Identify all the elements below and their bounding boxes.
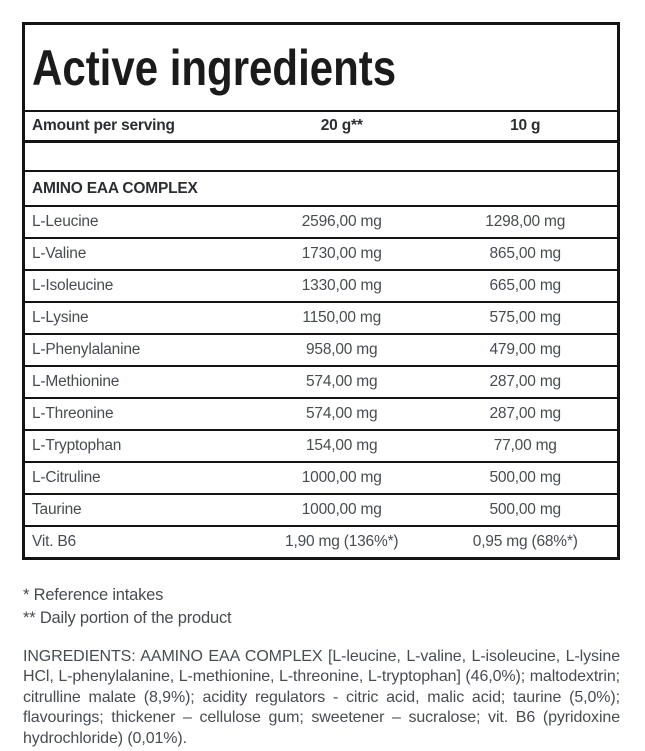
table-row: Taurine 1000,00 mg 500,00 mg xyxy=(25,495,617,527)
amount-10g: 0,95 mg (68%*) xyxy=(472,533,578,550)
ingredient-name: L-Threonine xyxy=(32,405,114,422)
ingredient-name: L-Tryptophan xyxy=(32,437,122,454)
ingredient-name: Taurine xyxy=(32,501,82,518)
table-row: L-Phenylalanine 958,00 mg 479,00 mg xyxy=(25,335,617,367)
amount-10g: 865,00 mg xyxy=(489,245,562,262)
table-title: Active ingredients xyxy=(32,39,397,96)
table-row: Vit. B6 1,90 mg (136%*) 0,95 mg (68%*) xyxy=(25,527,617,557)
footnote-reference-intakes: * Reference intakes xyxy=(23,586,164,604)
amount-10g: 665,00 mg xyxy=(489,277,562,294)
amount-20g: 154,00 mg xyxy=(305,437,378,454)
header-20g: 20 g** xyxy=(320,117,363,134)
table-row: L-Methionine 574,00 mg 287,00 mg xyxy=(25,367,617,399)
table-row: L-Tryptophan 154,00 mg 77,00 mg xyxy=(25,431,617,463)
amount-10g: 479,00 mg xyxy=(489,341,562,358)
ingredient-name: L-Lysine xyxy=(32,309,89,326)
section-amino-eaa-complex: AMINO EAA COMPLEX xyxy=(25,172,617,207)
amount-10g: 287,00 mg xyxy=(489,373,562,390)
title-row: Active ingredients xyxy=(25,25,617,112)
amount-10g: 500,00 mg xyxy=(489,469,562,486)
amount-20g: 574,00 mg xyxy=(305,405,378,422)
amount-20g: 1330,00 mg xyxy=(301,277,382,294)
amount-20g: 1000,00 mg xyxy=(301,501,382,518)
spacer-row xyxy=(25,143,617,172)
ingredient-name: L-Isoleucine xyxy=(32,277,114,294)
amount-20g: 1000,00 mg xyxy=(301,469,382,486)
amount-20g: 958,00 mg xyxy=(305,341,378,358)
footnotes: * Reference intakes ** Daily portion of … xyxy=(23,584,232,629)
table-row: L-Isoleucine 1330,00 mg 665,00 mg xyxy=(25,271,617,303)
amount-20g: 1,90 mg (136%*) xyxy=(285,533,399,550)
ingredient-name: L-Methionine xyxy=(32,373,120,390)
table-header-row: Amount per serving 20 g** 10 g xyxy=(25,112,617,143)
table-row: L-Lysine 1150,00 mg 575,00 mg xyxy=(25,303,617,335)
table-row: L-Threonine 574,00 mg 287,00 mg xyxy=(25,399,617,431)
footnote-daily-portion: ** Daily portion of the product xyxy=(23,608,232,627)
header-amount-per-serving: Amount per serving xyxy=(32,117,175,134)
amount-20g: 574,00 mg xyxy=(305,373,378,390)
header-10g: 10 g xyxy=(510,117,541,134)
amount-10g: 287,00 mg xyxy=(489,405,562,422)
ingredients-paragraph: INGREDIENTS: AAMINO EAA COMPLEX [L-leuci… xyxy=(23,648,620,747)
amount-10g: 500,00 mg xyxy=(489,501,562,518)
active-ingredients-table: Active ingredients Amount per serving 20… xyxy=(22,22,620,560)
section-title: AMINO EAA COMPLEX xyxy=(32,179,198,197)
table-row: L-Valine 1730,00 mg 865,00 mg xyxy=(25,239,617,271)
amount-10g: 575,00 mg xyxy=(489,309,562,326)
amount-20g: 2596,00 mg xyxy=(301,213,382,230)
ingredient-name: Vit. B6 xyxy=(32,533,76,550)
amount-10g: 77,00 mg xyxy=(493,437,557,454)
ingredient-name: L-Valine xyxy=(32,245,87,262)
amount-20g: 1730,00 mg xyxy=(301,245,382,262)
ingredient-name: L-Phenylalanine xyxy=(32,341,141,358)
amount-10g: 1298,00 mg xyxy=(485,213,566,230)
table-row: L-Leucine 2596,00 mg 1298,00 mg xyxy=(25,207,617,239)
amount-20g: 1150,00 mg xyxy=(302,309,382,326)
ingredient-name: L-Citruline xyxy=(32,469,101,486)
table-row: L-Citruline 1000,00 mg 500,00 mg xyxy=(25,463,617,495)
ingredient-name: L-Leucine xyxy=(32,213,99,230)
